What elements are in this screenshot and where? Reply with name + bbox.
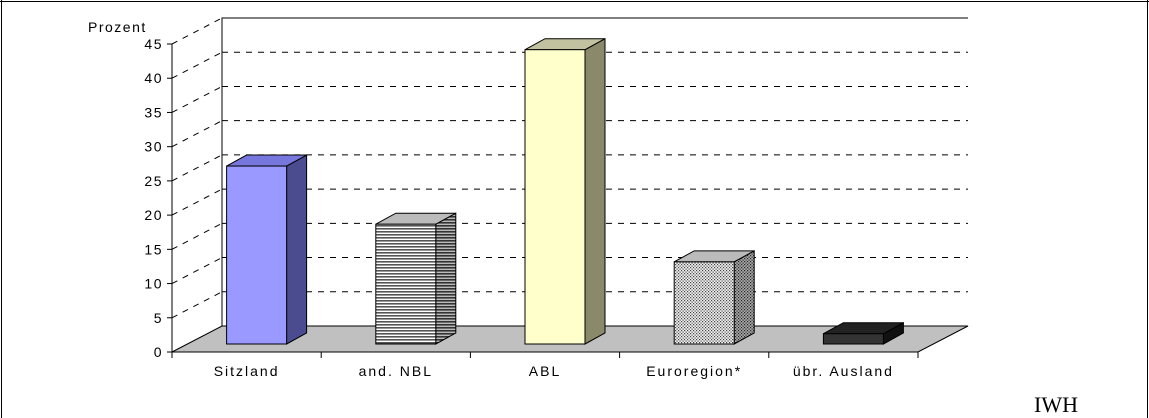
gridline-side <box>171 291 223 319</box>
bar-side <box>435 212 457 345</box>
bar-sitzland <box>226 154 308 345</box>
y-tick-label: 40 <box>144 70 163 86</box>
bar-euroregion <box>673 250 755 345</box>
gridline-side <box>171 257 223 284</box>
bar-side <box>286 154 308 345</box>
y-tick-label: 10 <box>144 276 163 292</box>
x-category-label: Euroregion* <box>646 363 742 379</box>
y-axis-unit-label: Prozent <box>88 19 147 35</box>
y-tick-label: 5 <box>154 310 163 326</box>
bar-front <box>524 49 586 345</box>
y-tick-label: 0 <box>154 344 163 360</box>
y-tick-label: 15 <box>144 241 163 257</box>
gridline-side <box>171 51 223 79</box>
bar-front <box>673 261 735 345</box>
bar--br-ausland <box>822 321 904 345</box>
bar-side <box>584 37 606 345</box>
gridline-side <box>171 188 223 216</box>
gridline-side <box>171 154 223 182</box>
bar-front <box>375 223 437 345</box>
gridline-side <box>171 86 223 113</box>
bar-and-nbl <box>375 212 457 345</box>
gridline-side <box>171 17 223 45</box>
plot-area: 0 5 10 15 20 25 30 35 40 45 Sitzland and. NBL ABL Eur… <box>144 17 969 379</box>
y-tick-label: 35 <box>144 104 163 120</box>
x-category-label: ABL <box>529 363 561 379</box>
gridline-side <box>171 120 223 148</box>
source-label: IWH <box>1034 392 1078 417</box>
bar-abl <box>524 37 606 345</box>
x-category-label: übr. Ausland <box>793 363 894 379</box>
x-category-label: Sitzland <box>214 363 280 379</box>
y-tick-label: 45 <box>144 36 163 52</box>
bar-side <box>733 250 755 345</box>
gridline-side <box>171 222 223 250</box>
y-tick-label: 30 <box>144 139 163 155</box>
bar-front <box>226 165 288 345</box>
x-category-label: and. NBL <box>359 363 433 379</box>
y-tick-label: 25 <box>144 173 163 189</box>
y-tick-label: 20 <box>144 207 163 223</box>
bar-front <box>822 333 884 345</box>
